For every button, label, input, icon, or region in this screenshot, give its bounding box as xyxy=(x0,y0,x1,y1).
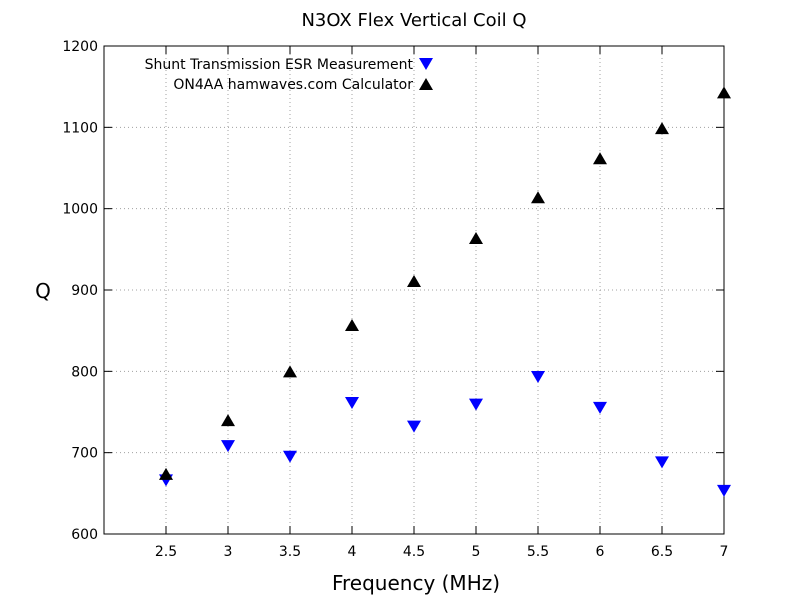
measurement-point xyxy=(221,440,235,453)
measurement-point xyxy=(407,420,421,433)
calculator-point xyxy=(283,365,297,378)
y-tick-label: 1100 xyxy=(62,120,98,136)
data-points xyxy=(159,86,731,497)
measurement-point xyxy=(655,456,669,469)
grid xyxy=(104,46,724,534)
calculator-point xyxy=(717,86,731,99)
x-tick-label: 3.5 xyxy=(279,544,301,560)
legend: Shunt Transmission ESR Measurement ON4AA … xyxy=(145,57,433,93)
measurement-point xyxy=(531,371,545,384)
x-tick-label: 7 xyxy=(720,544,729,560)
legend-label: Shunt Transmission ESR Measurement xyxy=(145,57,414,73)
calculator-point xyxy=(655,122,669,135)
legend-marker-icon xyxy=(419,58,433,70)
y-tick-label: 900 xyxy=(71,283,98,299)
x-tick-label: 3 xyxy=(224,544,233,560)
x-tick-label: 6.5 xyxy=(651,544,673,560)
measurement-point xyxy=(283,450,297,463)
x-tick-label: 4 xyxy=(348,544,357,560)
legend-label: ON4AA hamwaves.com Calculator xyxy=(173,77,413,93)
measurement-point xyxy=(345,397,359,410)
legend-marker-icon xyxy=(419,78,433,90)
calculator-point xyxy=(469,231,483,244)
calculator-point xyxy=(221,414,235,427)
calculator-point xyxy=(593,152,607,165)
measurement-point xyxy=(717,484,731,497)
ticks: 2.5 3 3.5 4 4.5 5 5.5 6 6.5 7 600 700 800 900 1000 1100… xyxy=(62,39,728,560)
x-tick-label: 2.5 xyxy=(155,544,177,560)
x-tick-label: 4.5 xyxy=(403,544,425,560)
y-tick-label: 600 xyxy=(71,527,98,543)
x-tick-label: 6 xyxy=(596,544,605,560)
calculator-point xyxy=(345,318,359,331)
x-axis-label: Frequency (MHz) xyxy=(332,571,500,595)
y-axis-label: Q xyxy=(35,279,51,303)
x-tick-label: 5 xyxy=(472,544,481,560)
y-tick-label: 700 xyxy=(71,446,98,462)
chart-title: N3OX Flex Vertical Coil Q xyxy=(301,10,526,31)
y-tick-label: 1000 xyxy=(62,202,98,218)
y-tick-label: 1200 xyxy=(62,39,98,55)
calculator-point xyxy=(531,191,545,204)
y-tick-label: 800 xyxy=(71,364,98,380)
calculator-point xyxy=(159,467,173,480)
calculator-point xyxy=(407,275,421,288)
x-tick-label: 5.5 xyxy=(527,544,549,560)
measurement-point xyxy=(593,401,607,414)
measurement-point xyxy=(469,398,483,411)
